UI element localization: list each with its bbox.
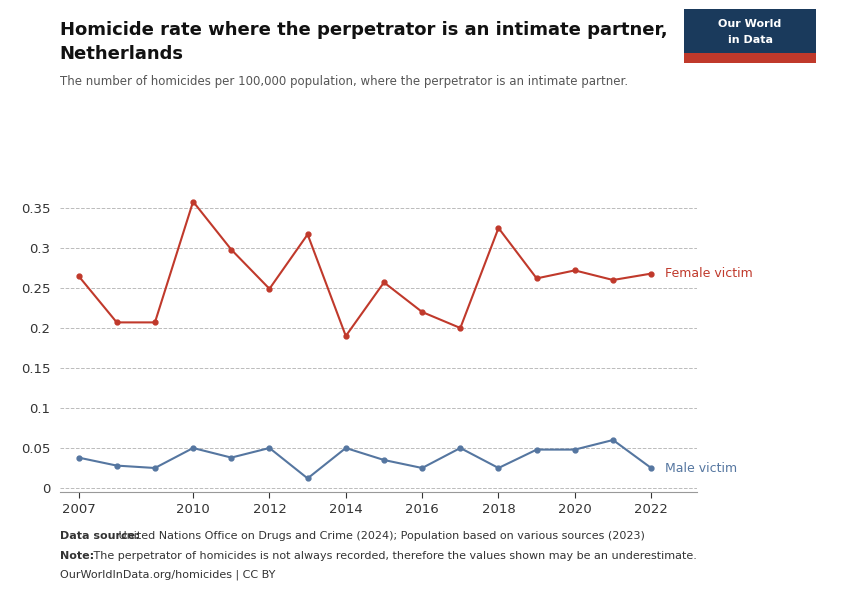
Text: Homicide rate where the perpetrator is an intimate partner,: Homicide rate where the perpetrator is a… [60,21,667,39]
Text: Netherlands: Netherlands [60,45,184,63]
Text: Male victim: Male victim [665,461,737,475]
Text: in Data: in Data [728,35,773,46]
Text: United Nations Office on Drugs and Crime (2024); Population based on various sou: United Nations Office on Drugs and Crime… [115,531,644,541]
Text: Female victim: Female victim [665,267,753,280]
Text: The perpetrator of homicides is not always recorded, therefore the values shown : The perpetrator of homicides is not alwa… [90,551,697,561]
Text: Data source:: Data source: [60,531,139,541]
FancyBboxPatch shape [684,9,816,53]
Text: The number of homicides per 100,000 population, where the perpetrator is an inti: The number of homicides per 100,000 popu… [60,75,627,88]
FancyBboxPatch shape [684,53,816,63]
Text: Our World: Our World [718,19,782,29]
Text: Note:: Note: [60,551,94,561]
Text: OurWorldInData.org/homicides | CC BY: OurWorldInData.org/homicides | CC BY [60,570,275,581]
